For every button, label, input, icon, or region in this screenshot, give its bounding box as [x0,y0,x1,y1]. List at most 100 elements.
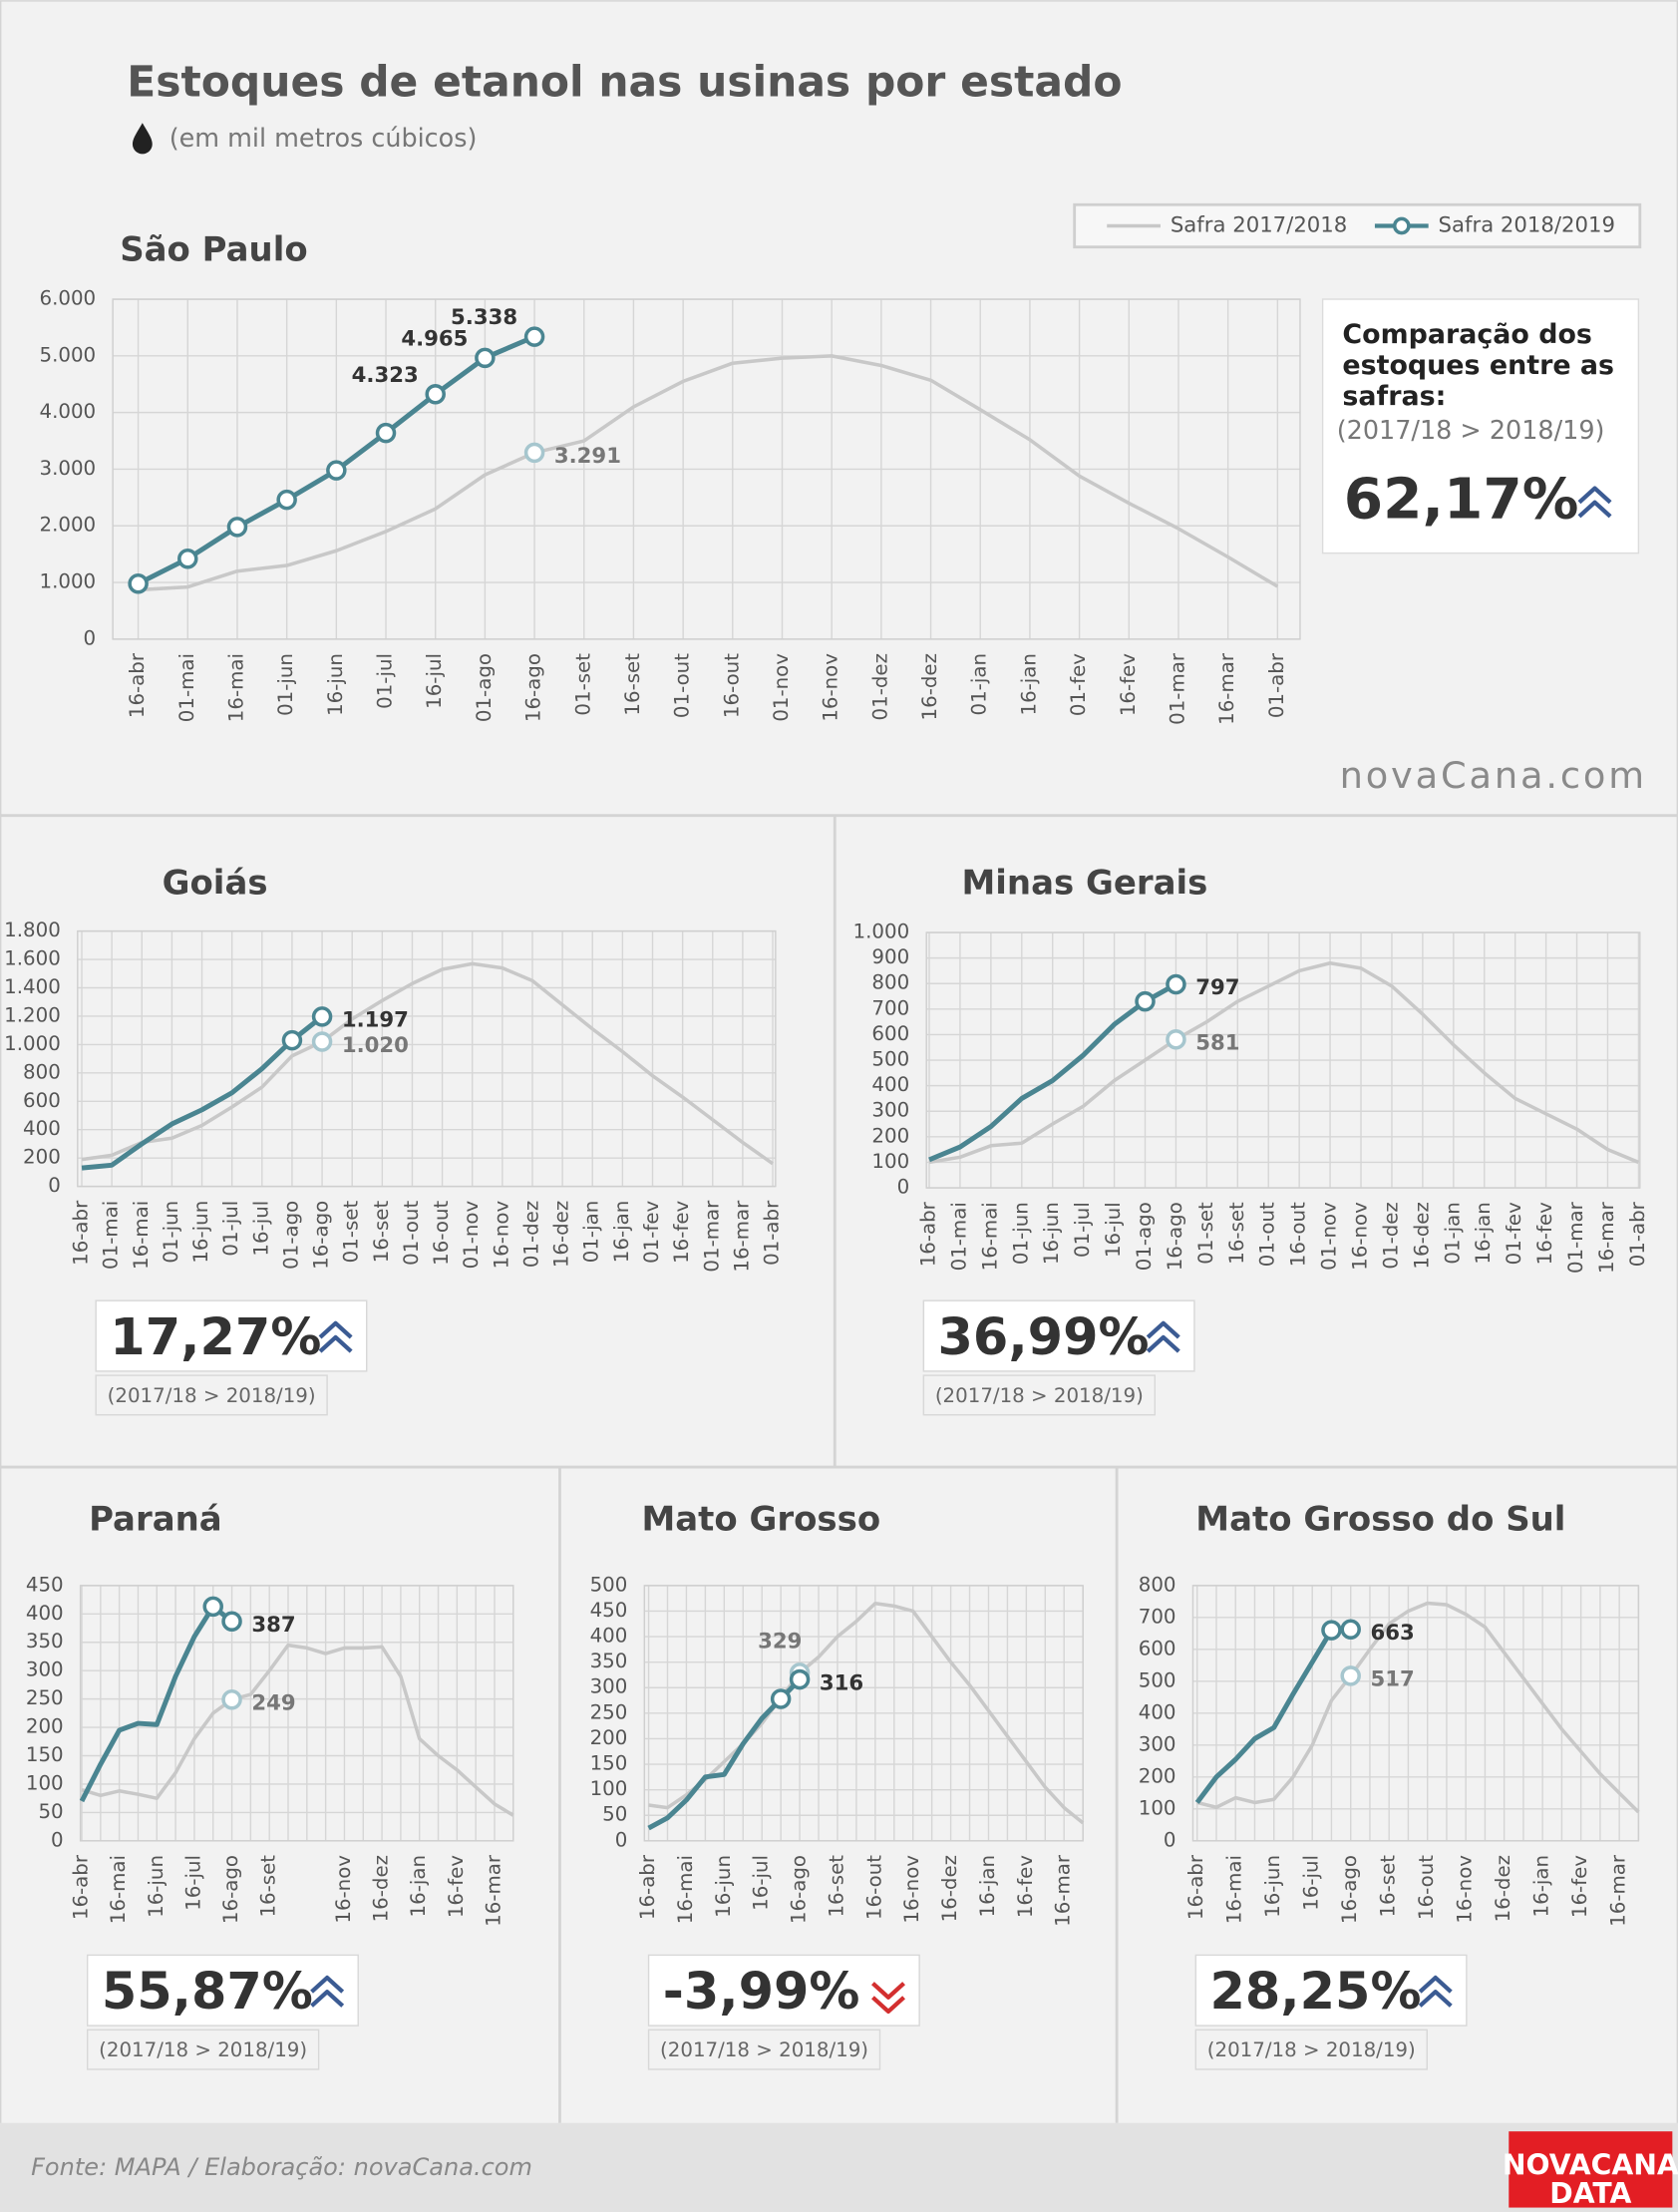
x-tick-label: 01-ago [473,653,496,722]
data-label: 387 [251,1613,295,1638]
x-tick-label: 01-set [571,653,594,716]
data-label: 4.965 [401,326,468,351]
y-tick-label: 1.000 [853,921,910,943]
x-tick-label: 01-set [340,1201,363,1264]
y-tick-label: 200 [1139,1764,1176,1787]
comparison-title: Comparação dos estoques entre as safras: [1342,318,1615,413]
x-tick-label: 16-nov [1349,1202,1372,1271]
point-marker [221,1688,242,1710]
legend-marker [1392,216,1411,235]
y-tick-label: 200 [23,1146,61,1169]
data-label: 1.197 [342,1008,409,1033]
x-tick-label: 16-set [370,1201,393,1264]
subtitle: (em mil metros cúbicos) [169,124,478,154]
trend-icon [318,1320,353,1353]
line-previous [138,354,1279,592]
chart-title: Minas Gerais [962,863,1208,903]
legend-label: Safra 2018/2019 [1439,212,1615,237]
x-tick-label: 16-ago [219,1855,242,1924]
chart-title: Paraná [89,1499,222,1539]
comparison-note-box [922,1374,1157,1416]
x-tick-label: 16-nov [900,1855,923,1924]
x-tick-label: 16-jun [189,1201,212,1264]
x-tick-label: 01-jan [580,1201,603,1263]
y-tick-label: 300 [871,1099,909,1122]
x-tick-label: 16-abr [70,1200,93,1266]
x-tick-label: 16-mai [978,1202,1001,1271]
data-label: 249 [251,1690,295,1715]
y-tick-label: 1.000 [4,1032,61,1055]
point-marker [226,517,248,538]
y-tick-label: 200 [871,1124,909,1147]
point-marker [177,548,198,569]
plot-frame [79,1585,514,1842]
y-tick-label: 600 [871,1022,909,1045]
brand-box [1509,2131,1673,2208]
x-tick-label: 01-abr [1626,1201,1649,1267]
y-tick-label: 0 [897,1176,910,1199]
x-tick-label: 01-fev [640,1200,663,1263]
x-tick-label: 16-fev [1117,653,1140,716]
trend-icon [1577,486,1612,519]
y-tick-label: 500 [1139,1668,1176,1691]
trend-icon [1146,1320,1180,1353]
x-tick-label: 16-abr [70,1854,93,1920]
x-tick-label: 16-mar [1607,1854,1630,1927]
point-marker [1135,990,1156,1012]
y-tick-label: 900 [871,945,909,968]
y-tick-label: 50 [38,1800,63,1823]
x-tick-label: 01-mar [1564,1201,1587,1274]
y-tick-label: 0 [51,1828,64,1851]
y-tick-label: 400 [590,1625,628,1648]
comparison-note-box [647,2028,881,2070]
y-tick-label: 6.000 [40,287,97,310]
y-tick-label: 350 [590,1650,628,1672]
drop-icon [132,123,153,155]
point-marker [202,1596,223,1618]
point-marker [425,384,446,405]
point-marker [1166,1029,1186,1050]
y-tick-label: 700 [871,996,909,1019]
data-label: 316 [820,1670,863,1695]
point-marker [311,1006,333,1027]
x-tick-label: 16-jan [610,1201,633,1263]
x-tick-label: 16-ago [522,653,545,722]
x-tick-label: 01-mar [700,1200,723,1273]
y-tick-label: 2.000 [40,514,97,537]
x-tick-label: 16-set [1377,1855,1400,1918]
point-marker [789,1668,811,1690]
x-tick-label: 01-dez [519,1201,542,1268]
x-tick-label: 16-nov [490,1200,512,1269]
x-tick-label: 01-fev [1503,1202,1525,1265]
x-tick-label: 01-jan [968,653,991,715]
y-tick-label: 1.200 [4,1003,61,1026]
y-tick-label: 1.600 [4,947,61,970]
line-current [928,981,1177,1163]
point-marker [1340,1619,1361,1640]
point-marker [1166,973,1186,995]
x-tick-label: 16-jul [1300,1855,1323,1911]
x-tick-label: 16-abr [917,1201,940,1267]
plot-frame [925,931,1641,1189]
x-tick-label: 16-jul [423,653,446,709]
y-tick-label: 0 [84,626,97,649]
x-tick-label: 16-jun [1040,1202,1063,1265]
line-previous [81,961,775,1166]
legend-label: Safra 2017/2018 [1171,212,1347,237]
source: Fonte: MAPA / Elaboração: novaCana.com [31,2153,532,2181]
trend-icon [310,1975,345,2008]
x-tick-label: 01-mai [175,653,198,722]
point-marker [326,460,347,481]
footer [0,2122,1678,2212]
y-tick-label: 100 [26,1771,64,1794]
comparison-note-box [86,2028,320,2070]
data-label: 517 [1371,1667,1415,1692]
x-tick-label: 16-jul [750,1855,773,1911]
y-tick-label: 0 [1164,1828,1176,1851]
x-tick-label: 16-mai [130,1201,153,1270]
trend-icon [871,1982,905,2015]
y-tick-label: 200 [26,1715,64,1738]
x-tick-label: 01-nov [770,653,793,722]
x-tick-label: 16-nov [820,653,842,722]
point-marker [1321,1620,1342,1641]
